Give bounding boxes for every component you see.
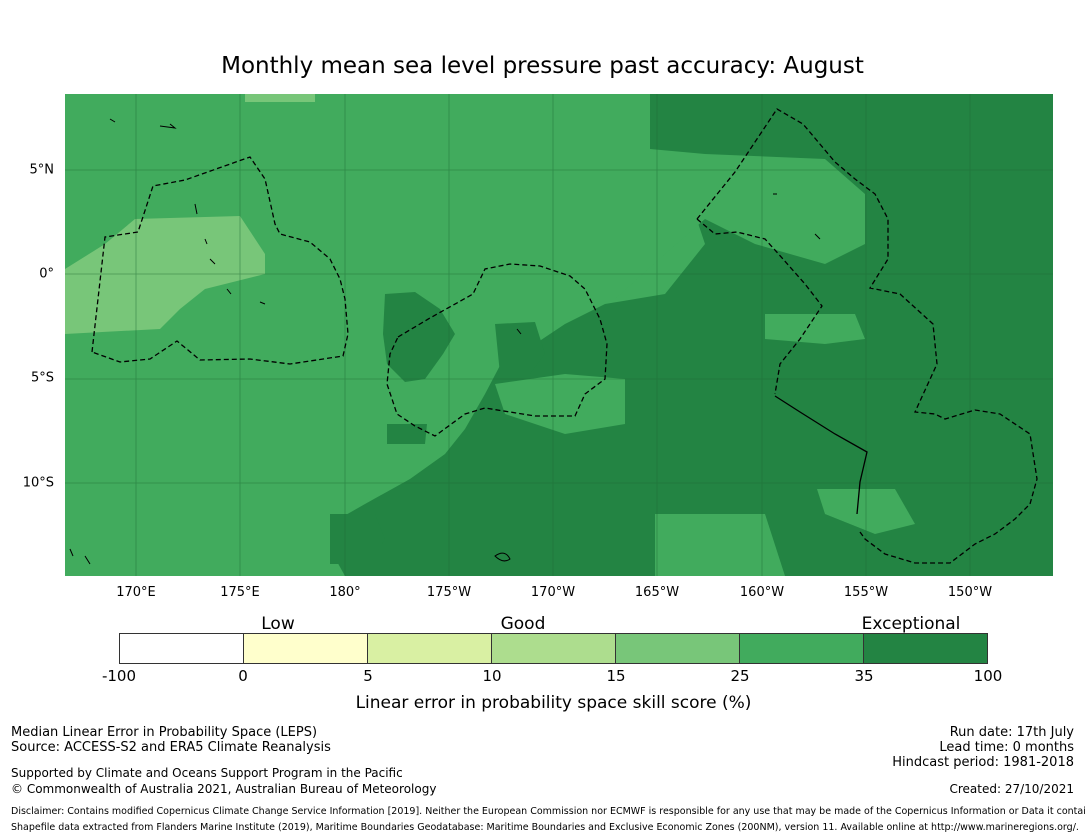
method-text: Median Linear Error in Probability Space… <box>11 725 318 740</box>
skill-patch-low <box>65 216 265 334</box>
lat-label: 0° <box>39 266 54 282</box>
islands <box>69 118 821 565</box>
lon-label: 150°W <box>947 585 993 600</box>
colorbar-tick: 25 <box>730 667 750 685</box>
lon-label: 170°W <box>530 585 576 600</box>
eez-boundary-solid <box>774 395 868 515</box>
run-date: Run date: 17th July <box>949 725 1074 740</box>
colorbar-tick: 35 <box>854 667 874 685</box>
colorbar-tick: 15 <box>606 667 626 685</box>
source-text: Source: ACCESS-S2 and ERA5 Climate Reana… <box>11 740 331 755</box>
lon-label: 160°W <box>739 585 785 600</box>
colorbar-tick: 10 <box>482 667 502 685</box>
lon-label: 170°E <box>116 585 156 600</box>
hindcast-period: Hindcast period: 1981-2018 <box>892 755 1074 770</box>
colorbar-tick: 0 <box>238 667 248 685</box>
lon-label: 180° <box>329 585 361 600</box>
colorbar-tick: 100 <box>973 667 1003 685</box>
eez-boundary-east <box>696 108 1038 564</box>
colorbar-segment <box>244 634 368 663</box>
colorbar-segment <box>120 634 244 663</box>
colorbar-segment <box>864 634 987 663</box>
lat-label: 5°N <box>29 162 55 178</box>
chart-title: Monthly mean sea level pressure past acc… <box>221 53 864 79</box>
skill-patch-exceptional <box>330 514 385 564</box>
eez-boundaries <box>91 108 1038 564</box>
legend-category-low: Low <box>261 614 295 634</box>
colorbar-segment <box>492 634 616 663</box>
colorbar-tick: 5 <box>363 667 373 685</box>
skill-patch-exceptional <box>387 424 427 444</box>
lead-time: Lead time: 0 months <box>939 740 1074 755</box>
created-date: Created: 27/10/2021 <box>949 782 1074 796</box>
colorbar-tick: -100 <box>101 667 137 685</box>
supported-text: Supported by Climate and Oceans Support … <box>11 766 403 780</box>
lon-label: 175°E <box>220 585 260 600</box>
skill-patch-exceptional <box>495 322 545 374</box>
skill-map <box>65 94 1053 576</box>
skill-patch-exceptional <box>383 292 455 382</box>
colorbar-segment <box>368 634 492 663</box>
disclaimer-text: Disclaimer: Contains modified Copernicus… <box>11 806 1085 817</box>
legend-category-good: Good <box>500 614 546 634</box>
colorbar-label: Linear error in probability space skill … <box>355 693 752 713</box>
skill-patch-good <box>765 314 865 344</box>
eez-boundary-west <box>91 156 349 365</box>
copyright-text: © Commonwealth of Australia 2021, Austra… <box>11 782 437 796</box>
legend-category-exceptional: Exceptional <box>861 614 961 634</box>
eez-boundary-inner <box>696 218 823 395</box>
skill-patch-low <box>245 94 315 102</box>
skill-field-exceptional <box>330 94 1053 576</box>
graticule <box>65 94 1053 576</box>
colorbar <box>119 633 988 664</box>
lon-label: 165°W <box>634 585 680 600</box>
colorbar-segment <box>616 634 740 663</box>
lat-label: 5°S <box>30 370 54 386</box>
eez-boundary-central <box>386 263 608 437</box>
lon-label: 175°W <box>426 585 472 600</box>
colorbar-segment <box>740 634 864 663</box>
skill-patch-good <box>535 94 865 299</box>
lat-label: 10°S <box>22 475 54 491</box>
lon-label: 155°W <box>843 585 889 600</box>
shapefile-credit: Shapefile data extracted from Flanders M… <box>11 822 1079 833</box>
skill-patch-good <box>655 514 785 576</box>
